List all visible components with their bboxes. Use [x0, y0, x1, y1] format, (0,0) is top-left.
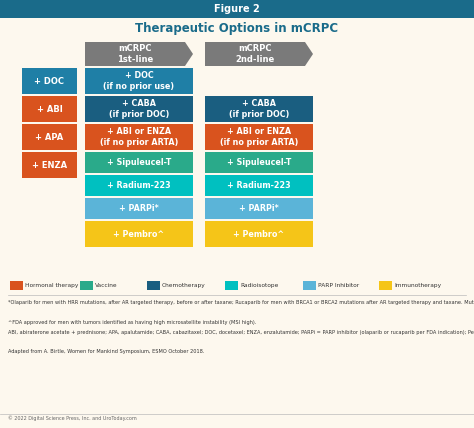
Polygon shape	[85, 42, 193, 66]
Text: Chemotherapy: Chemotherapy	[162, 283, 206, 288]
Polygon shape	[205, 42, 313, 66]
Text: + ABI: + ABI	[36, 104, 63, 113]
Text: + PARPi*: + PARPi*	[239, 204, 279, 213]
Bar	[205, 221, 313, 247]
Text: mCRPC
2nd-line: mCRPC 2nd-line	[236, 44, 274, 64]
Bar	[205, 96, 313, 122]
Text: + CABA
(if prior DOC): + CABA (if prior DOC)	[229, 99, 289, 119]
Text: + DOC
(if no prior use): + DOC (if no prior use)	[103, 71, 174, 91]
Bar	[85, 198, 193, 219]
Text: Adapted from A. Birtle, Women for Mankind Symposium, ESMO October 2018.: Adapted from A. Birtle, Women for Mankin…	[8, 348, 204, 354]
Bar	[379, 281, 392, 290]
Bar	[205, 198, 313, 219]
Bar	[22, 152, 77, 178]
Text: + CABA
(if prior DOC): + CABA (if prior DOC)	[109, 99, 169, 119]
Bar	[205, 175, 313, 196]
Bar	[205, 152, 313, 173]
Bar	[80, 281, 93, 290]
Bar	[85, 152, 193, 173]
Text: + Sipuleucel-T: + Sipuleucel-T	[227, 158, 291, 167]
Text: Immunotherapy: Immunotherapy	[394, 283, 441, 288]
Bar	[225, 281, 238, 290]
Text: Vaccine: Vaccine	[95, 283, 118, 288]
Text: Figure 2: Figure 2	[214, 4, 260, 14]
Bar	[22, 96, 77, 122]
Text: ABI, abiraterone acetate + prednisone; APA, apalutamide; CABA, cabazitaxel; DOC,: ABI, abiraterone acetate + prednisone; A…	[8, 330, 474, 335]
Text: Hormonal therapy: Hormonal therapy	[25, 283, 78, 288]
Text: + ENZA: + ENZA	[32, 160, 67, 169]
Text: © 2022 Digital Science Press, Inc. and UroToday.com: © 2022 Digital Science Press, Inc. and U…	[8, 415, 137, 421]
Bar	[10, 281, 23, 290]
Text: + DOC: + DOC	[35, 77, 64, 86]
Bar	[85, 124, 193, 150]
Text: ^FDA approved for men with tumors identified as having high microsatellite insta: ^FDA approved for men with tumors identi…	[8, 320, 256, 325]
Text: + Radium-223: + Radium-223	[107, 181, 171, 190]
Text: + Radium-223: + Radium-223	[227, 181, 291, 190]
Bar	[205, 124, 313, 150]
Bar	[85, 68, 193, 94]
Bar	[85, 175, 193, 196]
Text: Therapeutic Options in mCRPC: Therapeutic Options in mCRPC	[136, 21, 338, 35]
Text: + ABI or ENZA
(if no prior ARTA): + ABI or ENZA (if no prior ARTA)	[220, 127, 298, 147]
Bar	[85, 96, 193, 122]
Text: Radioisotope: Radioisotope	[240, 283, 278, 288]
Text: + APA: + APA	[36, 133, 64, 142]
Text: + PARPi*: + PARPi*	[119, 204, 159, 213]
Text: mCRPC
1st-line: mCRPC 1st-line	[117, 44, 153, 64]
Bar	[22, 68, 77, 94]
Text: + ABI or ENZA
(if no prior ARTA): + ABI or ENZA (if no prior ARTA)	[100, 127, 178, 147]
Text: + Pembro^: + Pembro^	[113, 229, 164, 238]
Text: + Pembro^: + Pembro^	[233, 229, 284, 238]
Bar	[147, 281, 160, 290]
Bar	[85, 221, 193, 247]
Text: PARP Inhibitor: PARP Inhibitor	[318, 283, 359, 288]
Bar	[22, 124, 77, 150]
Bar	[0, 0, 474, 18]
Bar	[303, 281, 316, 290]
Text: + Sipuleucel-T: + Sipuleucel-T	[107, 158, 171, 167]
Text: *Olaparib for men with HRR mutations, after AR targeted therapy, before or after: *Olaparib for men with HRR mutations, af…	[8, 300, 474, 305]
